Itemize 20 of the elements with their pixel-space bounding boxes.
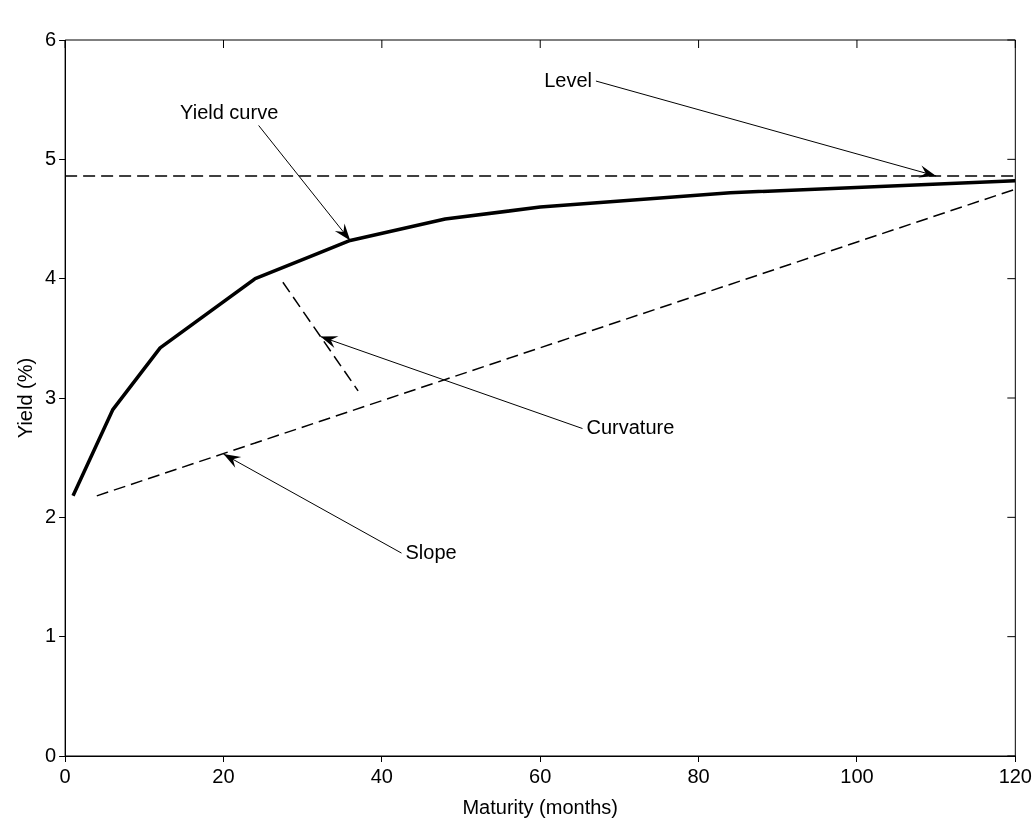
x-tick-label: 0 xyxy=(59,764,71,787)
y-tick-label: 1 xyxy=(45,624,57,647)
x-tick-label: 60 xyxy=(529,764,552,787)
x-tick-label: 100 xyxy=(840,764,874,787)
y-tick-label: 2 xyxy=(45,504,57,527)
y-tick-label: 4 xyxy=(45,266,57,289)
annotation: Slope xyxy=(405,540,457,563)
annotation: Level xyxy=(544,68,592,91)
annotation: Yield curve xyxy=(180,101,279,123)
x-tick-label: 80 xyxy=(687,764,710,787)
y-axis-title: Yield (%) xyxy=(13,357,36,439)
y-tick-label: 6 xyxy=(45,27,57,50)
y-tick-label: 0 xyxy=(45,743,57,766)
y-tick-label: 5 xyxy=(45,146,57,169)
x-tick-label: 20 xyxy=(212,764,235,787)
annotation: Curvature xyxy=(586,416,675,439)
x-tick-label: 40 xyxy=(370,764,393,787)
y-tick-label: 3 xyxy=(45,385,57,408)
x-axis-title: Maturity (months) xyxy=(462,795,619,818)
x-tick-label: 120 xyxy=(998,764,1032,787)
